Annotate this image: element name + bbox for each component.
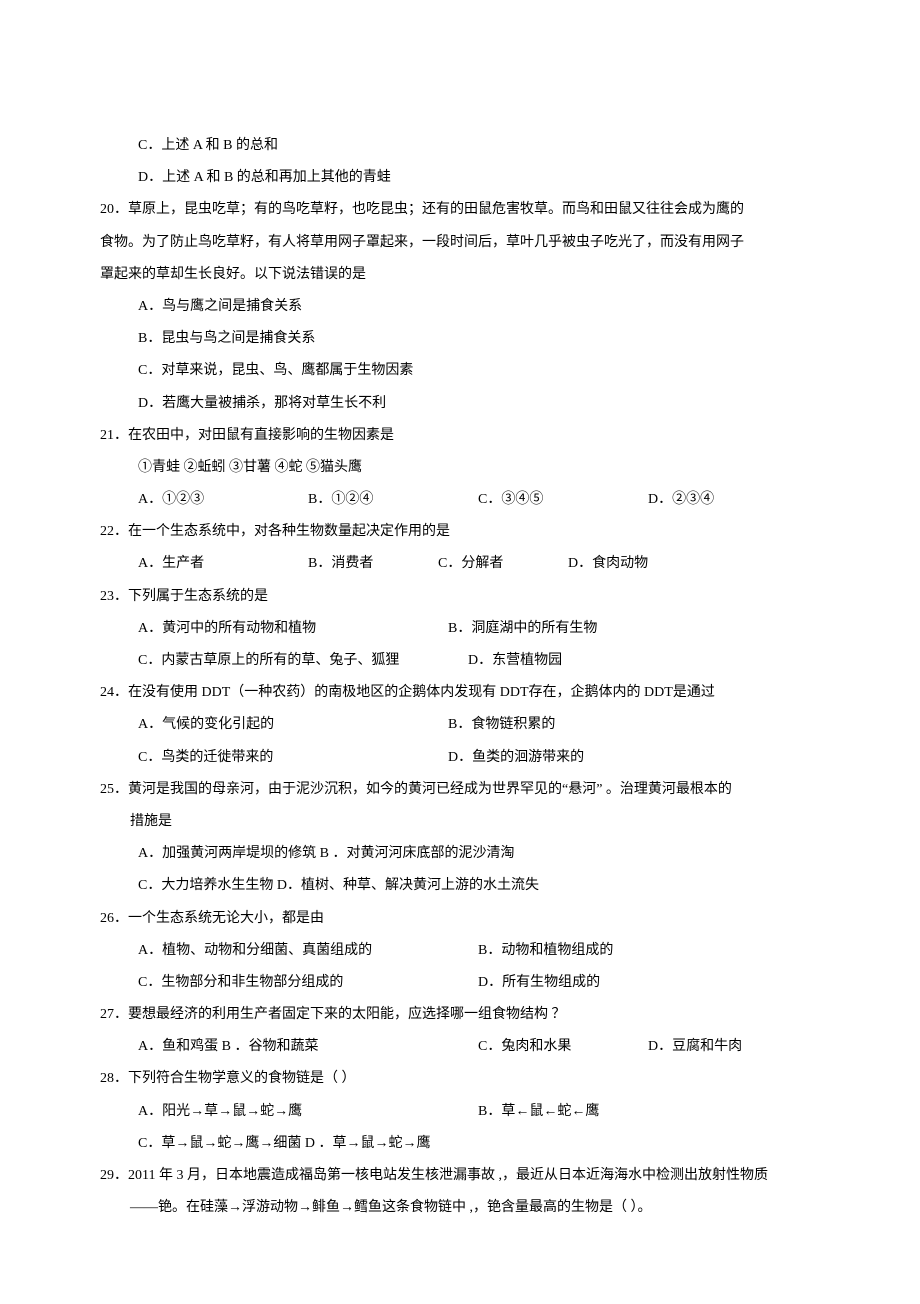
q19-option-c: C．上述 A 和 B 的总和 (100, 130, 820, 162)
q28-option-cd: C．草→鼠→蛇→鹰→细菌 D ．草→鼠→蛇→鹰 (100, 1128, 820, 1160)
document-page: C．上述 A 和 B 的总和 D．上述 A 和 B 的总和再加上其他的青蛙 20… (0, 0, 920, 1304)
q27-stem: 27．要想最经济的利用生产者固定下来的太阳能，应选择哪一组食物结构 ？ (100, 999, 820, 1031)
q22-option-b: B．消费者 (308, 548, 438, 580)
q23-option-c: C．内蒙古草原上的所有的草、兔子、狐狸 (138, 645, 468, 677)
q27-option-d: D．豆腐和牛肉 (648, 1031, 742, 1063)
q20-stem-line2: 食物。为了防止鸟吃草籽，有人将草用网子罩起来，一段时间后，草叶几乎被虫子吃光了，… (100, 227, 820, 259)
q21-option-a: A．①②③ (138, 484, 308, 516)
q28-option-b: B．草←鼠←蛇←鹰 (478, 1096, 599, 1128)
q23-option-b: B．洞庭湖中的所有生物 (448, 613, 597, 645)
q23-options-row2: C．内蒙古草原上的所有的草、兔子、狐狸 D．东营植物园 (100, 645, 820, 677)
q25-stem-line1: 25．黄河是我国的母亲河，由于泥沙沉积，如今的黄河已经成为世界罕见的“悬河” 。… (100, 774, 820, 806)
q24-option-c: C．鸟类的迁徙带来的 (138, 742, 448, 774)
q26-option-b: B．动物和植物组成的 (478, 935, 613, 967)
q28-stem: 28．下列符合生物学意义的食物链是（ ） (100, 1063, 820, 1095)
q21-options-row: A．①②③ B．①②④ C．③④⑤ D．②③④ (100, 484, 820, 516)
q26-option-a: A．植物、动物和分细菌、真菌组成的 (138, 935, 478, 967)
q21-option-b: B．①②④ (308, 484, 478, 516)
q24-stem: 24．在没有使用 DDT（一种农药）的南极地区的企鹅体内发现有 DDT存在，企鹅… (100, 677, 820, 709)
q25-option-cd: C．大力培养水生生物 D．植树、种草、解决黄河上游的水土流失 (100, 870, 820, 902)
q22-stem: 22．在一个生态系统中，对各种生物数量起决定作用的是 (100, 516, 820, 548)
q27-option-c: C．兔肉和水果 (478, 1031, 648, 1063)
q20-option-b: B．昆虫与鸟之间是捕食关系 (100, 323, 820, 355)
q26-option-d: D．所有生物组成的 (478, 967, 600, 999)
q22-options-row: A．生产者 B．消费者 C．分解者 D．食肉动物 (100, 548, 820, 580)
q21-option-d: D．②③④ (648, 484, 714, 516)
q28-option-a: A．阳光→草→鼠→蛇→鹰 (138, 1096, 478, 1128)
q22-option-a: A．生产者 (138, 548, 308, 580)
q19-option-d: D．上述 A 和 B 的总和再加上其他的青蛙 (100, 162, 820, 194)
q24-options-row1: A．气候的变化引起的 B．食物链积累的 (100, 709, 820, 741)
q24-option-d: D．鱼类的洄游带来的 (448, 742, 584, 774)
q23-stem: 23．下列属于生态系统的是 (100, 581, 820, 613)
q24-options-row2: C．鸟类的迁徙带来的 D．鱼类的洄游带来的 (100, 742, 820, 774)
q20-option-d: D．若鹰大量被捕杀，那将对草生长不利 (100, 388, 820, 420)
q24-option-a: A．气候的变化引起的 (138, 709, 448, 741)
q20-option-c: C．对草来说，昆虫、鸟、鹰都属于生物因素 (100, 355, 820, 387)
q25-stem-line2: 措施是 (100, 806, 820, 838)
q23-option-d: D．东营植物园 (468, 645, 562, 677)
q27-options-row: A．鱼和鸡蛋 B ．谷物和蔬菜 C．兔肉和水果 D．豆腐和牛肉 (100, 1031, 820, 1063)
q23-option-a: A．黄河中的所有动物和植物 (138, 613, 448, 645)
q26-options-row1: A．植物、动物和分细菌、真菌组成的 B．动物和植物组成的 (100, 935, 820, 967)
q26-stem: 26．一个生态系统无论大小，都是由 (100, 903, 820, 935)
q25-option-ab: A．加强黄河两岸堤坝的修筑 B ．对黄河河床底部的泥沙清淘 (100, 838, 820, 870)
q20-stem-line1: 20．草原上，昆虫吃草；有的鸟吃草籽，也吃昆虫；还有的田鼠危害牧草。而鸟和田鼠又… (100, 194, 820, 226)
q26-option-c: C．生物部分和非生物部分组成的 (138, 967, 478, 999)
q22-option-d: D．食肉动物 (568, 548, 648, 580)
q26-options-row2: C．生物部分和非生物部分组成的 D．所有生物组成的 (100, 967, 820, 999)
q29-stem-line1: 29．2011 年 3 月，日本地震造成福岛第一核电站发生核泄漏事故 ,，最近从… (100, 1160, 820, 1192)
q22-option-c: C．分解者 (438, 548, 568, 580)
q27-option-ab: A．鱼和鸡蛋 B ．谷物和蔬菜 (138, 1031, 478, 1063)
q28-options-row1: A．阳光→草→鼠→蛇→鹰 B．草←鼠←蛇←鹰 (100, 1096, 820, 1128)
q21-items: ①青蛙 ②蚯蚓 ③甘薯 ④蛇 ⑤猫头鹰 (100, 452, 820, 484)
q23-options-row1: A．黄河中的所有动物和植物 B．洞庭湖中的所有生物 (100, 613, 820, 645)
q24-option-b: B．食物链积累的 (448, 709, 555, 741)
q20-stem-line3: 罩起来的草却生长良好。以下说法错误的是 (100, 259, 820, 291)
q29-stem-line2: ——铯。在硅藻→浮游动物→鲱鱼→鳕鱼这条食物链中 ,，铯含量最高的生物是（ ）。 (100, 1192, 820, 1224)
q21-option-c: C．③④⑤ (478, 484, 648, 516)
q21-stem: 21．在农田中，对田鼠有直接影响的生物因素是 (100, 420, 820, 452)
q20-option-a: A．鸟与鹰之间是捕食关系 (100, 291, 820, 323)
